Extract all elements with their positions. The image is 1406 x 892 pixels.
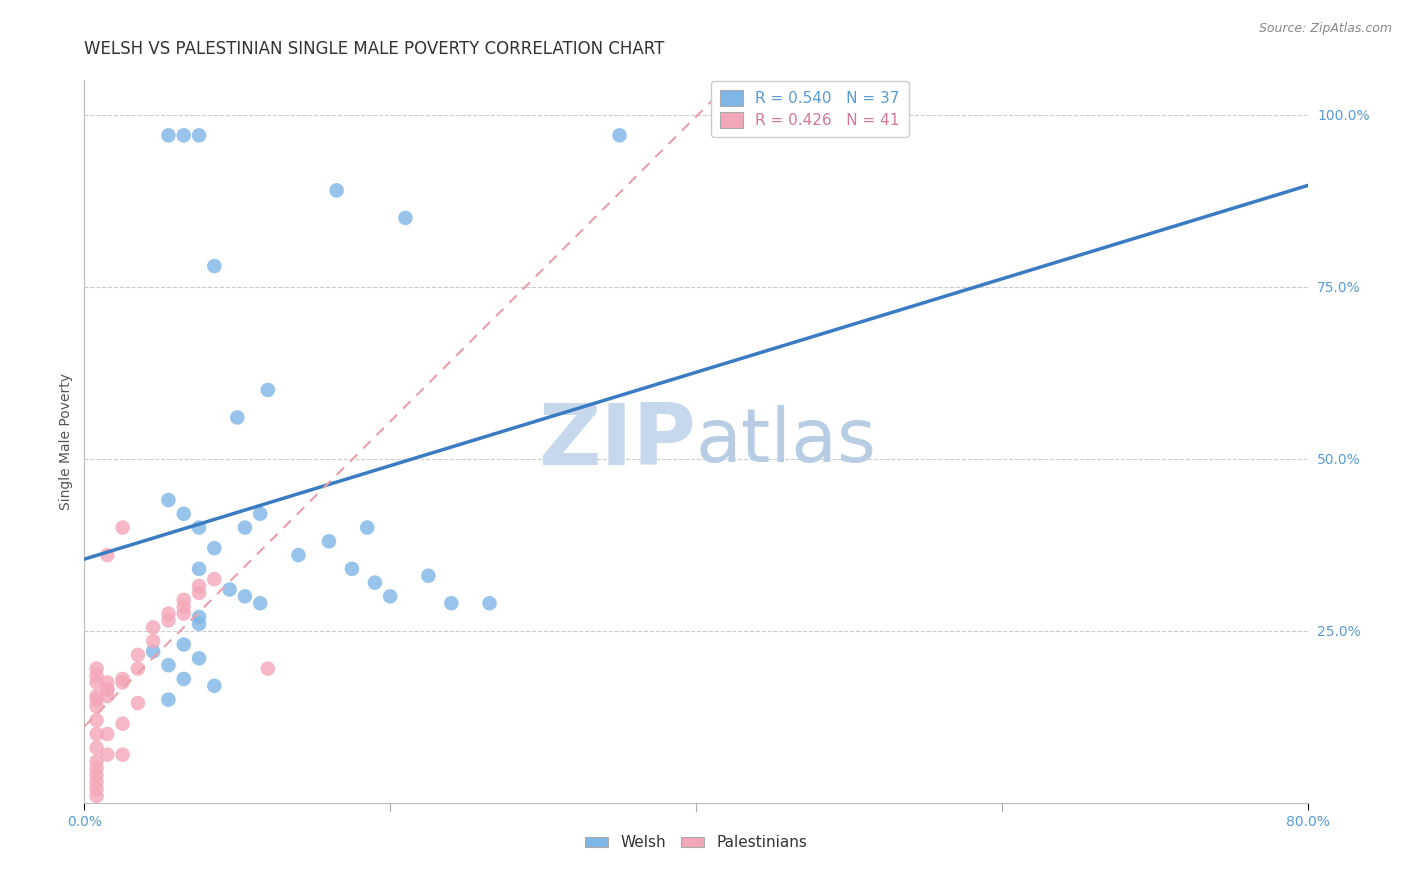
Point [157, 493, 180, 508]
Point [111, 747, 134, 762]
Text: Source: ZipAtlas.com: Source: ZipAtlas.com [1258, 22, 1392, 36]
Point [173, 672, 195, 686]
Point [188, 586, 211, 600]
Point [86, 782, 108, 797]
Point [257, 383, 280, 397]
Point [96, 548, 118, 562]
Point [173, 607, 195, 621]
Point [188, 562, 211, 576]
Point [142, 620, 165, 634]
Point [86, 689, 108, 703]
Point [218, 582, 240, 597]
Point [157, 128, 180, 143]
Text: WELSH VS PALESTINIAN SINGLE MALE POVERTY CORRELATION CHART: WELSH VS PALESTINIAN SINGLE MALE POVERTY… [84, 40, 665, 58]
Point [356, 520, 378, 534]
Point [111, 675, 134, 690]
Point [86, 668, 108, 682]
Point [86, 713, 108, 727]
Point [188, 579, 211, 593]
Point [226, 410, 249, 425]
Point [86, 692, 108, 706]
Point [609, 128, 631, 143]
Point [96, 675, 118, 690]
Point [318, 534, 340, 549]
Point [173, 128, 195, 143]
Point [86, 789, 108, 803]
Point [86, 768, 108, 782]
Point [173, 638, 195, 652]
Point [173, 599, 195, 614]
Point [96, 682, 118, 697]
Point [440, 596, 463, 610]
Point [325, 183, 347, 197]
Point [257, 662, 280, 676]
Point [96, 682, 118, 697]
Point [173, 507, 195, 521]
Point [188, 616, 211, 631]
Point [418, 568, 440, 582]
Point [86, 740, 108, 755]
Point [233, 590, 256, 604]
Point [96, 747, 118, 762]
Point [157, 614, 180, 628]
Point [127, 662, 149, 676]
Text: ZIP: ZIP [538, 400, 696, 483]
Point [188, 128, 211, 143]
Text: atlas: atlas [696, 405, 877, 478]
Point [86, 662, 108, 676]
Point [233, 520, 256, 534]
Point [142, 644, 165, 658]
Point [96, 727, 118, 741]
Point [249, 596, 271, 610]
Point [202, 259, 225, 273]
Point [86, 761, 108, 775]
Point [188, 610, 211, 624]
Point [394, 211, 416, 225]
Point [86, 699, 108, 714]
Point [86, 727, 108, 741]
Legend: Welsh, Palestinians: Welsh, Palestinians [579, 830, 813, 856]
Point [173, 592, 195, 607]
Point [249, 507, 271, 521]
Point [202, 572, 225, 586]
Y-axis label: Single Male Poverty: Single Male Poverty [59, 373, 73, 510]
Point [111, 716, 134, 731]
Point [86, 755, 108, 769]
Point [202, 541, 225, 556]
Point [188, 520, 211, 534]
Point [96, 689, 118, 703]
Point [340, 562, 363, 576]
Point [380, 590, 402, 604]
Point [111, 520, 134, 534]
Point [142, 634, 165, 648]
Point [188, 651, 211, 665]
Point [287, 548, 309, 562]
Point [127, 648, 149, 662]
Point [127, 696, 149, 710]
Point [364, 575, 387, 590]
Point [111, 672, 134, 686]
Point [157, 607, 180, 621]
Point [157, 658, 180, 673]
Point [86, 675, 108, 690]
Point [157, 692, 180, 706]
Point [478, 596, 501, 610]
Point [86, 775, 108, 789]
Point [202, 679, 225, 693]
